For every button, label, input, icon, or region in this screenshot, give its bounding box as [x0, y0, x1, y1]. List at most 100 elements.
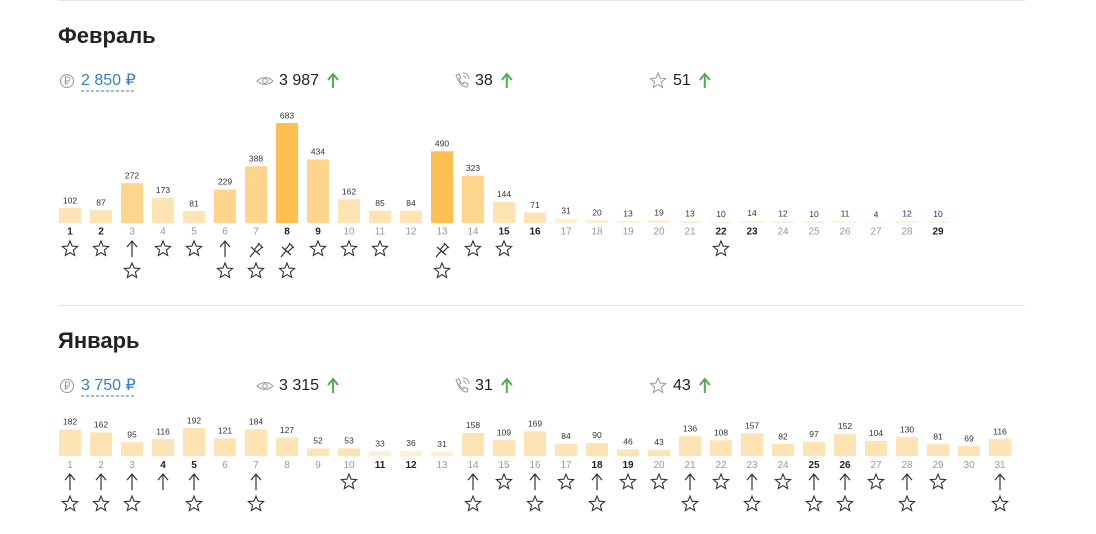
bar-value: 84 — [561, 431, 571, 441]
ruble-glyph — [64, 76, 71, 85]
day-bar — [276, 123, 298, 223]
star-icon — [464, 239, 482, 257]
day-label: 9 — [315, 460, 321, 471]
day-bar — [369, 210, 391, 223]
day-bar — [710, 440, 732, 457]
bar-value: 116 — [993, 426, 1007, 436]
ruble-icon — [60, 74, 74, 88]
bar-value: 20 — [592, 207, 602, 217]
bar-value: 127 — [280, 425, 294, 435]
day-label: 4 — [160, 460, 166, 471]
day-label: 25 — [808, 460, 820, 471]
star-icon — [185, 239, 203, 257]
day-label: 24 — [777, 460, 789, 471]
day-label: 20 — [653, 227, 665, 238]
bar-value: 31 — [561, 206, 571, 216]
month-title: Февраль — [58, 23, 156, 48]
day-label: 8 — [284, 227, 290, 238]
day-label: 11 — [375, 227, 386, 238]
bar-value: 683 — [280, 110, 294, 120]
bar-value: 434 — [311, 147, 325, 157]
pin-icon — [280, 242, 295, 258]
month-title: Январь — [58, 328, 140, 353]
bar-value: 108 — [714, 428, 728, 438]
day-label: 18 — [591, 460, 603, 471]
day-bar — [958, 446, 980, 457]
day-bar — [214, 438, 236, 457]
day-bar — [493, 440, 515, 457]
day-bar — [679, 221, 701, 223]
up-icon — [64, 473, 76, 491]
up-icon — [901, 473, 913, 491]
day-bar — [431, 151, 453, 223]
bar-value: 84 — [406, 198, 416, 208]
day-label: 11 — [375, 460, 386, 471]
bar-value: 173 — [156, 185, 170, 195]
day-bar — [772, 444, 794, 457]
up-icon — [188, 473, 200, 491]
day-bar — [834, 433, 856, 457]
day-label: 2 — [98, 460, 104, 471]
star-icon — [123, 261, 141, 279]
day-label: 6 — [222, 460, 228, 471]
day-bar — [896, 221, 918, 223]
up-icon — [746, 473, 758, 491]
phone-icon — [455, 72, 470, 88]
up-icon — [219, 240, 231, 257]
bar-value: 85 — [375, 198, 385, 208]
bar-value: 12 — [902, 208, 912, 218]
day-label: 15 — [498, 227, 510, 238]
bar-value: 46 — [623, 437, 633, 447]
bar-value: 81 — [189, 198, 199, 208]
day-bar — [555, 218, 577, 223]
day-bar — [245, 429, 267, 457]
growth-arrow — [501, 377, 513, 393]
up-icon — [126, 473, 138, 491]
day-label: 19 — [622, 227, 634, 238]
money-link[interactable]: 2 850 ₽ — [81, 72, 136, 89]
day-label: 14 — [467, 460, 479, 471]
day-label: 18 — [591, 227, 603, 238]
star-icon — [991, 494, 1009, 512]
growth-arrow — [699, 72, 711, 88]
bar-value: 229 — [218, 177, 232, 187]
day-label: 3 — [129, 227, 135, 238]
day-label: 27 — [870, 227, 882, 238]
day-bar — [865, 440, 887, 457]
calls-count: 31 — [475, 377, 493, 394]
day-bar — [648, 449, 670, 457]
day-bar — [183, 211, 205, 223]
day-bar — [679, 436, 701, 457]
bar-value: 14 — [747, 208, 757, 218]
ruble-glyph — [64, 381, 71, 390]
bar-value: 184 — [249, 416, 263, 426]
bar-value: 13 — [623, 208, 633, 218]
star-icon — [61, 239, 79, 257]
up-icon — [250, 473, 262, 491]
eye-icon — [256, 382, 274, 390]
bar-value: 10 — [809, 209, 819, 219]
money-link[interactable]: 3 750 ₽ — [81, 377, 136, 394]
bar-value: 33 — [375, 439, 385, 449]
day-label: 28 — [901, 460, 913, 471]
day-label: 1 — [67, 460, 73, 471]
phone-icon — [455, 377, 470, 393]
day-label: 10 — [343, 460, 355, 471]
day-bar — [524, 212, 546, 223]
bar-value: 69 — [964, 433, 974, 443]
day-label: 5 — [191, 227, 197, 238]
day-bar — [90, 432, 112, 457]
day-bar — [493, 201, 515, 223]
up-icon — [95, 473, 107, 491]
star-icon — [929, 472, 947, 490]
bar-value: 158 — [466, 420, 480, 430]
star-icon — [433, 261, 451, 279]
star-icon — [619, 472, 637, 490]
day-bar — [834, 221, 856, 223]
bar-value: 130 — [900, 424, 914, 434]
star-icon — [371, 239, 389, 257]
bar-value: 82 — [778, 431, 788, 441]
day-bar — [90, 210, 112, 223]
day-bar — [59, 208, 81, 223]
day-label: 15 — [498, 460, 510, 471]
